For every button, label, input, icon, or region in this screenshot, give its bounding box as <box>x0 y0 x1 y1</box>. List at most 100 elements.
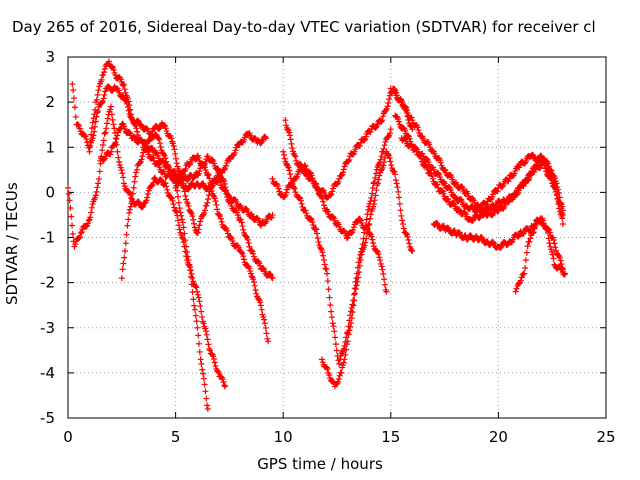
data-marker <box>113 136 120 143</box>
data-point <box>562 270 569 277</box>
data-point <box>435 184 442 191</box>
data-point <box>172 207 179 214</box>
data-marker <box>257 299 264 306</box>
data-marker <box>415 127 422 134</box>
data-marker <box>423 163 430 170</box>
data-marker <box>350 302 357 309</box>
data-marker <box>196 340 203 347</box>
data-marker <box>181 188 188 195</box>
data-marker <box>367 211 374 218</box>
data-marker <box>363 235 370 242</box>
data-marker <box>175 222 182 229</box>
data-marker <box>134 128 141 135</box>
data-marker <box>193 284 200 291</box>
data-marker <box>124 222 131 229</box>
data-marker <box>200 375 207 382</box>
data-point <box>336 360 343 367</box>
data-marker <box>182 192 189 199</box>
data-marker <box>423 155 430 162</box>
data-point <box>387 126 394 133</box>
data-marker <box>499 183 506 190</box>
data-marker <box>204 199 211 206</box>
data-marker <box>210 356 217 363</box>
data-point <box>95 108 102 115</box>
data-marker <box>352 290 359 297</box>
data-marker <box>246 265 253 272</box>
data-marker <box>196 168 203 175</box>
data-marker <box>327 192 334 199</box>
data-marker <box>320 202 327 209</box>
data-marker <box>222 184 229 191</box>
data-series <box>269 162 390 295</box>
data-point <box>314 184 321 191</box>
data-marker <box>173 208 180 215</box>
data-point <box>400 225 407 232</box>
data-marker <box>396 200 403 207</box>
data-marker <box>203 331 210 338</box>
data-marker <box>313 226 320 233</box>
data-marker <box>195 294 202 301</box>
data-marker <box>376 172 383 179</box>
y-tick-label: -5 <box>40 409 55 427</box>
data-series <box>392 112 566 224</box>
data-point <box>379 117 386 124</box>
data-marker <box>190 216 197 223</box>
data-marker <box>352 285 359 292</box>
data-marker <box>161 122 168 129</box>
data-marker <box>322 265 329 272</box>
data-marker <box>402 103 409 110</box>
data-point <box>114 148 121 155</box>
data-marker <box>369 185 376 192</box>
data-marker <box>172 150 179 157</box>
data-marker <box>169 197 176 204</box>
data-point <box>553 180 560 187</box>
data-marker <box>548 248 555 255</box>
data-marker <box>261 316 268 323</box>
y-tick-label: 3 <box>45 48 55 66</box>
data-marker <box>329 188 336 195</box>
data-point <box>215 369 222 376</box>
data-marker <box>107 106 114 113</box>
data-marker <box>392 177 399 184</box>
data-marker <box>310 222 317 229</box>
data-marker <box>176 177 183 184</box>
data-marker <box>69 222 76 229</box>
data-marker <box>356 262 363 269</box>
data-marker <box>399 221 406 228</box>
data-marker <box>207 179 214 186</box>
data-marker <box>289 180 296 187</box>
y-tick-label: -3 <box>40 319 55 337</box>
data-point <box>512 288 519 295</box>
x-axis-label: GPS time / hours <box>257 455 383 473</box>
data-point <box>207 347 214 354</box>
data-marker <box>343 346 350 353</box>
data-marker <box>365 206 372 213</box>
data-marker <box>292 153 299 160</box>
data-marker <box>212 198 219 205</box>
data-marker <box>162 125 169 132</box>
data-marker <box>134 132 141 139</box>
data-point <box>377 257 384 264</box>
data-marker <box>241 256 248 263</box>
data-marker <box>314 234 321 241</box>
data-marker <box>83 136 90 143</box>
data-marker <box>335 376 342 383</box>
data-marker <box>123 231 130 238</box>
data-series <box>69 58 211 412</box>
data-marker <box>346 327 353 334</box>
data-marker <box>203 395 210 402</box>
data-marker <box>302 207 309 214</box>
data-point <box>280 148 287 155</box>
data-marker <box>381 142 388 149</box>
data-point <box>120 180 127 187</box>
data-marker <box>368 233 375 240</box>
data-marker <box>94 91 101 98</box>
data-marker <box>414 124 421 131</box>
data-marker <box>303 210 310 217</box>
data-point <box>185 257 192 264</box>
data-marker <box>208 188 215 195</box>
data-marker <box>371 197 378 204</box>
data-marker <box>67 204 74 211</box>
data-marker <box>189 274 196 281</box>
data-marker <box>243 233 250 240</box>
